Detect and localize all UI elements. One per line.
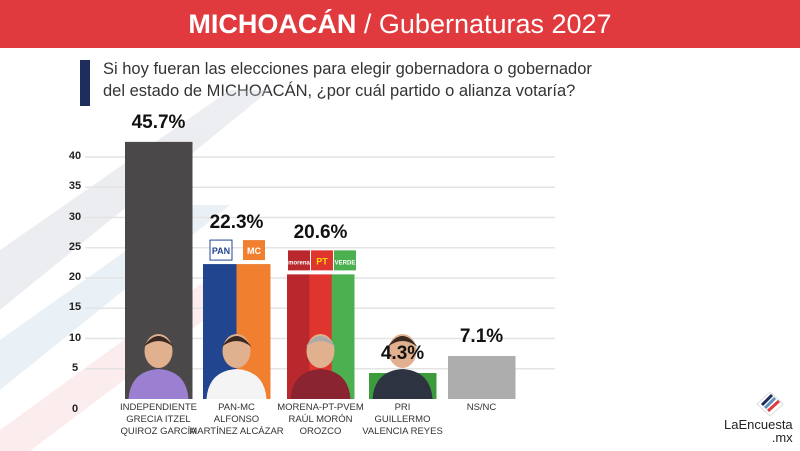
category-party: MORENA-PT-PVEM: [277, 402, 364, 413]
y-tick-label: 5: [71, 361, 79, 374]
party-logo-verde: [334, 250, 356, 271]
title-state: MICHOACÁN: [188, 8, 357, 39]
candidate-photo: [128, 334, 189, 399]
candidate-photo: [206, 334, 267, 399]
logo-icon: [755, 391, 784, 417]
bar-4: [448, 356, 516, 399]
party-logo-text: VERDE: [335, 260, 356, 266]
y-tick-label: 10: [68, 331, 82, 344]
category-party: INDEPENDIENTE: [119, 402, 198, 413]
data-label: 45.7%: [131, 111, 186, 133]
data-label: 20.6%: [293, 222, 348, 244]
category-candidate1: GRECIA ITZEL: [126, 414, 191, 425]
y-tick-label: 40: [68, 150, 82, 162]
logo-suffix: .mx: [771, 430, 793, 445]
question-line-1: Si hoy fueran las elecciones para elegir…: [103, 60, 592, 78]
y-tick-label: 0: [71, 403, 79, 415]
party-logo-text: PT: [316, 256, 328, 266]
party-logo-text: MC: [247, 246, 261, 256]
category-party: PRI: [394, 402, 411, 413]
header-title: MICHOACÁN / Gubernaturas 2027: [0, 0, 800, 48]
y-tick-label: 25: [68, 240, 82, 253]
question-line-2: del estado de MICHOACÁN, ¿por cuál parti…: [103, 82, 576, 100]
category-label: NS/NC: [422, 402, 542, 414]
party-logo-pt: [311, 250, 333, 271]
category-party: NS/NC: [466, 402, 497, 413]
category-label: PRI GUILLERMO VALENCIA REYES: [343, 402, 463, 438]
candidate-photo: [290, 334, 351, 399]
candidate-photo: [372, 334, 433, 399]
y-tick-label: 20: [68, 271, 82, 283]
category-candidate2: VALENCIA REYES: [362, 426, 443, 437]
category-label: PAN-MC ALFONSO MARTÍNEZ ALCÁZAR: [177, 402, 297, 438]
y-tick-label: 15: [68, 301, 82, 314]
data-label: 7.1%: [459, 326, 504, 348]
party-logo-mc: [243, 240, 265, 261]
party-logo-morena: [288, 250, 310, 271]
data-label: 4.3%: [380, 342, 425, 364]
category-candidate1: GUILLERMO: [374, 414, 431, 425]
party-logo-pan: [209, 239, 233, 261]
category-label: INDEPENDIENTE GRECIA ITZEL QUIROZ GARCÍA: [99, 402, 219, 438]
y-tick-label: 35: [68, 180, 82, 193]
y-tick-label: 30: [68, 210, 82, 223]
category-candidate2: OROZCO: [299, 426, 342, 437]
title-rest: / Gubernaturas 2027: [356, 8, 612, 39]
party-logo-text: PAN: [212, 246, 230, 256]
party-logo-text: morena: [288, 260, 310, 266]
bar-2-seg-2: [331, 274, 355, 399]
category-candidate1: RAÚL MORÓN: [288, 414, 353, 425]
category-label: MORENA-PT-PVEM RAÚL MORÓN OROZCO: [261, 402, 381, 438]
category-candidate2: QUIROZ GARCÍA: [120, 426, 197, 437]
laencuesta-logo: LaEncuesta .mx: [724, 390, 793, 444]
category-candidate2: MARTÍNEZ ALCÁZAR: [189, 426, 284, 437]
data-label: 22.3%: [209, 212, 264, 234]
bar-2-seg-0: [287, 274, 310, 399]
question: Si hoy fueran las elecciones para elegir…: [80, 58, 700, 108]
category-party: PAN-MC: [218, 402, 255, 413]
category-candidate1: ALFONSO: [213, 414, 260, 425]
logo-text: LaEncuesta: [724, 417, 793, 432]
question-accent-bar: [80, 60, 90, 106]
